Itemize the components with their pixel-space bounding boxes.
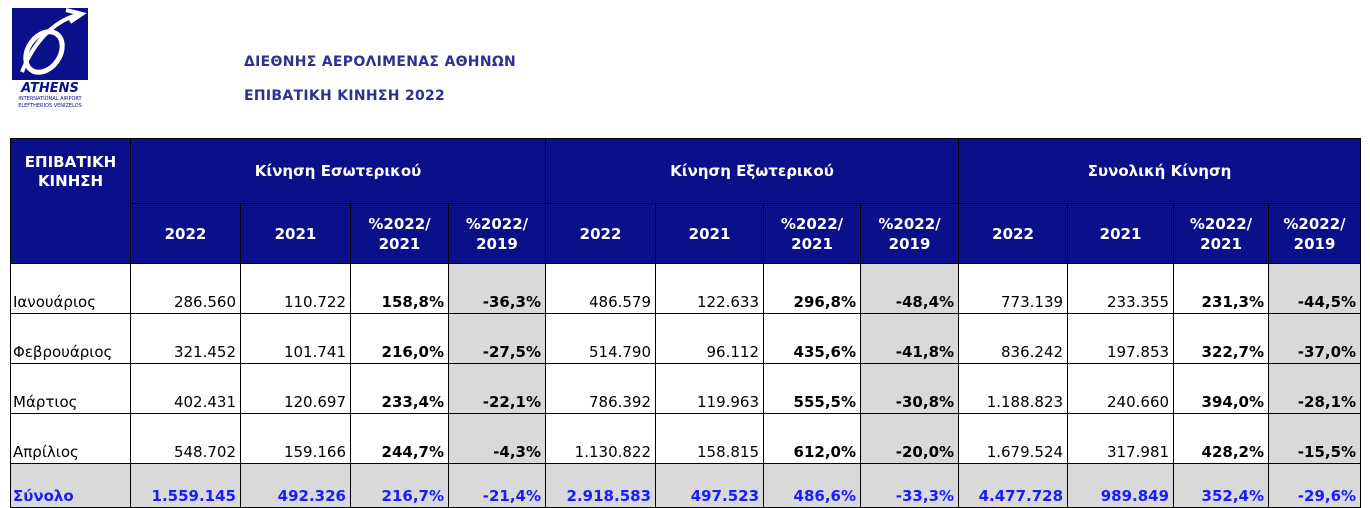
cell: -15,5%: [1268, 413, 1362, 464]
cell: 486.579: [545, 263, 657, 314]
column-header: 2021: [1067, 203, 1175, 264]
cell: 317.981: [1067, 413, 1175, 464]
cell: 120.697: [240, 363, 351, 414]
cell: 486,6%: [763, 463, 862, 508]
cell: 435,6%: [763, 313, 862, 364]
cell: 233.355: [1067, 263, 1175, 314]
cell: 322,7%: [1173, 313, 1270, 364]
cell: 233,4%: [350, 363, 449, 414]
cell: 286.560: [130, 263, 241, 314]
column-header: %2022/ 2019: [860, 203, 960, 264]
cell: -27,5%: [447, 313, 547, 364]
cell: 548.702: [130, 413, 241, 464]
data-row: Ιανουάριος 286.560 110.722 158,8% -36,3% 486.…: [10, 263, 1362, 314]
cell: -44,5%: [1268, 263, 1362, 314]
cell: 244,7%: [350, 413, 449, 464]
cell: 197.853: [1067, 313, 1175, 364]
cell: 101.741: [240, 313, 351, 364]
column-header: %2022/ 2019: [447, 203, 547, 264]
cell: 4.477.728: [958, 463, 1069, 508]
total-row: Σύνολο 1.559.145 492.326 216,7% -21,4% 2.918.…: [10, 463, 1362, 508]
cell: 352,4%: [1173, 463, 1270, 508]
column-header: 2021: [240, 203, 351, 264]
data-row: Φεβρουάριος 321.452 101.741 216,0% -27,5% 514…: [10, 313, 1362, 364]
cell: 1.559.145: [130, 463, 241, 508]
cell: 119.963: [655, 363, 765, 414]
cell: 296,8%: [763, 263, 862, 314]
row-label: Μάρτιος: [10, 363, 131, 414]
cell: 321.452: [130, 313, 241, 364]
traffic-table: ΕΠΙΒΑΤΙΚΗ ΚΙΝΗΣΗ Κίνηση Εσωτερικού Κίνηση …: [10, 138, 1362, 508]
cell: 96.112: [655, 313, 765, 364]
logo-name: ATHENS: [20, 81, 79, 96]
cell: 1.130.822: [545, 413, 657, 464]
column-header: 2022: [130, 203, 241, 264]
cell: -37,0%: [1268, 313, 1362, 364]
cell: 773.139: [958, 263, 1069, 314]
cell: 231,3%: [1173, 263, 1270, 314]
group-header: Κίνηση Εξωτερικού: [545, 138, 960, 204]
cell: 514.790: [545, 313, 657, 364]
logo-loop: [23, 29, 65, 75]
cell: 158,8%: [350, 263, 449, 314]
cell: 786.392: [545, 363, 657, 414]
cell: -20,0%: [860, 413, 960, 464]
cell: 492.326: [240, 463, 351, 508]
cell: 402.431: [130, 363, 241, 414]
row-label: Φεβρουάριος: [10, 313, 131, 364]
cell: -28,1%: [1268, 363, 1362, 414]
cell: -29,6%: [1268, 463, 1362, 508]
title: ΔΙΕΘΝΗΣ ΑΕΡΟΛΙΜΕΝΑΣ ΑΘΗΝΩΝ: [244, 54, 517, 70]
cell: 612,0%: [763, 413, 862, 464]
data-row: Απρίλιος 548.702 159.166 244,7% -4,3% 1.130.8…: [10, 413, 1362, 464]
cell: 110.722: [240, 263, 351, 314]
column-header: 2022: [958, 203, 1069, 264]
column-header: 2022: [545, 203, 657, 264]
cell: -22,1%: [447, 363, 547, 414]
cell: -48,4%: [860, 263, 960, 314]
column-header: %2022/ 2021: [350, 203, 449, 264]
column-header: %2022/ 2021: [763, 203, 862, 264]
column-header: %2022/ 2019: [1268, 203, 1362, 264]
row-label: Απρίλιος: [10, 413, 131, 464]
cell: 216,0%: [350, 313, 449, 364]
cell: -4,3%: [447, 413, 547, 464]
subtitle: ΕΠΙΒΑΤΙΚΗ ΚΙΝΗΣΗ 2022: [244, 88, 446, 104]
corner-header: ΕΠΙΒΑΤΙΚΗ ΚΙΝΗΣΗ: [10, 138, 131, 264]
row-label: Σύνολο: [10, 463, 131, 508]
cell: 394,0%: [1173, 363, 1270, 414]
column-header: 2021: [655, 203, 765, 264]
cell: 122.633: [655, 263, 765, 314]
cell: -36,3%: [447, 263, 547, 314]
cell: 158.815: [655, 413, 765, 464]
cell: 240.660: [1067, 363, 1175, 414]
cell: 216,7%: [350, 463, 449, 508]
cell: -41,8%: [860, 313, 960, 364]
cell: 1.679.524: [958, 413, 1069, 464]
cell: 836.242: [958, 313, 1069, 364]
column-header: %2022/ 2021: [1173, 203, 1270, 264]
cell: 555,5%: [763, 363, 862, 414]
header-row: ΕΠΙΒΑΤΙΚΗ ΚΙΝΗΣΗ Κίνηση Εσωτερικού Κίνηση …: [10, 138, 1362, 264]
row-label: Ιανουάριος: [10, 263, 131, 314]
cell: -30,8%: [860, 363, 960, 414]
cell: 989.849: [1067, 463, 1175, 508]
data-row: Μάρτιος 402.431 120.697 233,4% -22,1% 786.392…: [10, 363, 1362, 414]
logo-line: INTERNATIONAL AIRPORT: [18, 96, 82, 102]
group-header: Κίνηση Εσωτερικού: [129, 138, 547, 204]
cell: 159.166: [240, 413, 351, 464]
logo: ATHENS INTERNATIONAL AIRPORT ELEFTHERIOS…: [12, 8, 88, 109]
group-header: Συνολική Κίνηση: [958, 138, 1362, 204]
logo-line: ELEFTHERIOS VENIZELOS: [18, 103, 82, 109]
cell: -21,4%: [447, 463, 547, 508]
cell: 1.188.823: [958, 363, 1069, 414]
header-row: 2022 2021 %2022/ 2021 %2022/ 2019 2022 2021 %2…: [11, 203, 1362, 264]
cell: -33,3%: [860, 463, 960, 508]
cell: 497.523: [655, 463, 765, 508]
cell: 428,2%: [1173, 413, 1270, 464]
cell: 2.918.583: [545, 463, 657, 508]
